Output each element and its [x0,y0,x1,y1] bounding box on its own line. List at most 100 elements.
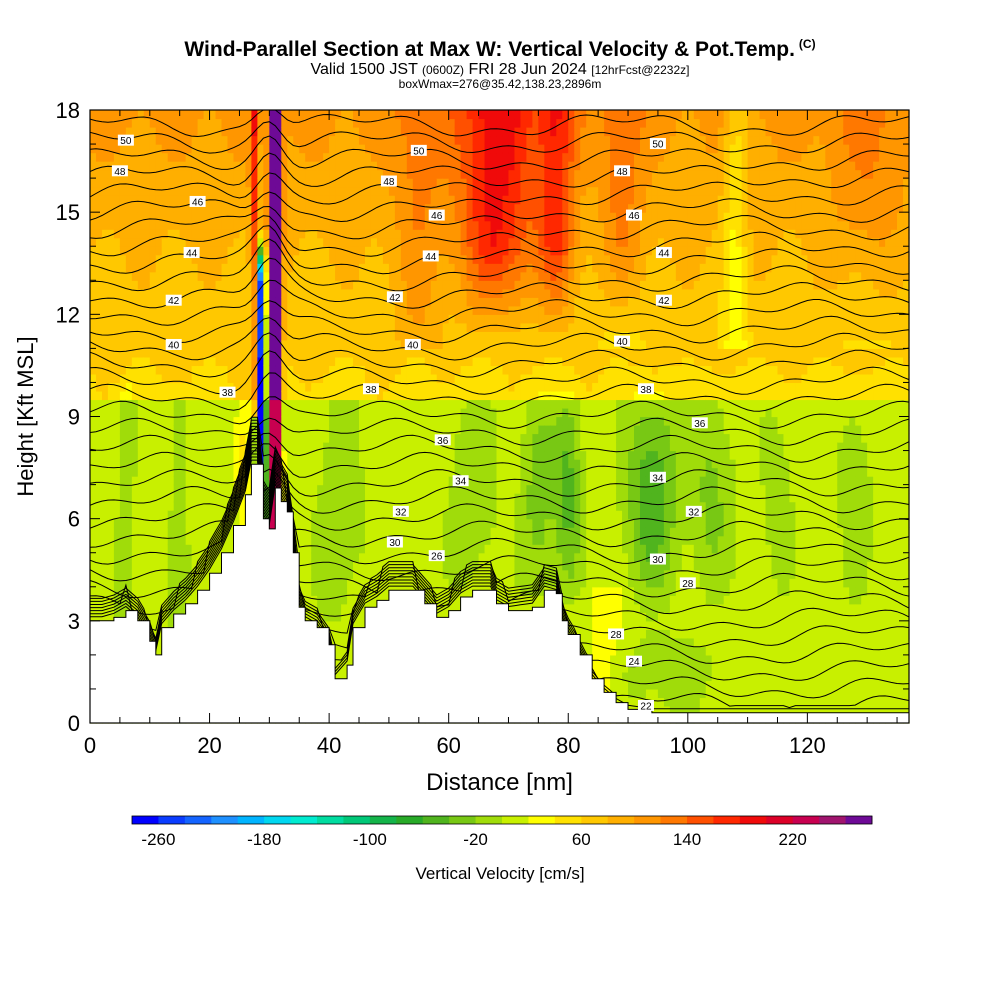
velocity-cell [370,161,378,171]
velocity-cell [203,237,211,247]
velocity-cell [406,195,414,205]
velocity-cell [454,195,462,205]
velocity-cell [215,229,223,239]
velocity-cell [215,561,223,571]
velocity-cell [281,331,288,341]
velocity-cell [329,288,336,298]
velocity-cell [131,322,139,332]
velocity-cell [323,246,330,256]
velocity-cell [370,254,378,264]
velocity-cell [376,169,384,179]
velocity-cell [221,271,229,281]
velocity-cell [430,152,438,162]
velocity-cell [329,127,336,137]
velocity-cell [490,186,498,196]
velocity-cell [239,407,247,418]
velocity-cell [388,212,396,222]
velocity-cell [179,246,187,256]
velocity-cell [412,246,420,256]
velocity-cell [197,212,205,222]
velocity-cell [179,195,187,205]
velocity-cell [484,203,492,213]
velocity-cell [341,373,348,384]
velocity-cell [490,510,498,520]
velocity-cell [90,561,97,571]
velocity-cell [466,280,474,290]
velocity-cell [382,246,390,256]
velocity-cell [376,271,384,281]
velocity-cell [478,297,486,307]
velocity-cell [430,527,438,537]
velocity-cell [430,595,438,605]
velocity-cell [436,578,444,588]
velocity-cell [155,544,163,554]
velocity-cell [388,195,396,205]
valid-time-line: Valid 1500 JST (0600Z) FRI 28 Jun 2024 [… [0,61,1000,79]
velocity-cell [167,271,175,281]
velocity-cell [149,271,157,281]
velocity-cell [215,476,223,486]
velocity-cell [335,671,342,682]
velocity-cell [209,127,217,137]
velocity-cell [364,144,372,154]
velocity-cell [95,144,103,154]
velocity-cell [502,595,510,605]
velocity-cell [215,399,223,409]
velocity-cell [412,195,420,205]
velocity-cell [376,195,384,205]
velocity-cell [448,501,456,511]
velocity-cell [173,169,181,179]
velocity-cell [448,544,456,554]
velocity-cell [173,263,181,273]
velocity-cell [179,407,187,418]
velocity-cell [335,280,342,290]
velocity-cell [90,425,97,435]
velocity-cell [191,280,199,290]
velocity-cell [281,373,288,384]
velocity-cell [131,433,139,443]
velocity-cell [460,169,468,179]
velocity-cell [460,280,468,290]
velocity-cell [161,544,169,554]
velocity-cell [305,322,312,332]
velocity-cell [430,425,438,435]
velocity-cell [215,425,223,435]
velocity-cell [317,237,324,247]
velocity-cell [472,442,480,452]
velocity-cell [221,339,229,349]
velocity-cell [412,254,420,264]
velocity-cell [155,186,163,196]
velocity-cell [430,433,438,443]
velocity-cell [179,527,187,537]
velocity-cell [263,127,270,137]
velocity-cell [394,322,402,332]
velocity-cell [191,220,199,230]
velocity-cell [376,220,384,230]
velocity-cell [496,467,504,477]
velocity-cell [460,527,468,537]
velocity-cell [317,425,324,435]
velocity-cell [460,144,468,154]
velocity-cell [131,561,139,571]
velocity-cell [251,118,258,128]
velocity-cell [173,280,181,290]
velocity-cell [233,263,241,273]
velocity-cell [359,322,366,332]
velocity-cell [460,314,468,324]
velocity-cell [400,144,408,154]
velocity-cell [353,612,360,622]
velocity-cell [299,527,306,537]
velocity-cell [394,237,402,247]
velocity-cell [149,305,157,315]
velocity-cell [496,450,504,460]
velocity-cell [281,237,288,247]
velocity-cell [125,501,133,511]
velocity-cell [233,280,241,290]
velocity-cell [347,331,354,341]
velocity-cell [215,322,223,332]
velocity-cell [179,186,187,196]
velocity-cell [167,476,175,486]
velocity-cell [167,569,175,579]
velocity-cell [418,348,426,358]
velocity-cell [149,135,157,145]
